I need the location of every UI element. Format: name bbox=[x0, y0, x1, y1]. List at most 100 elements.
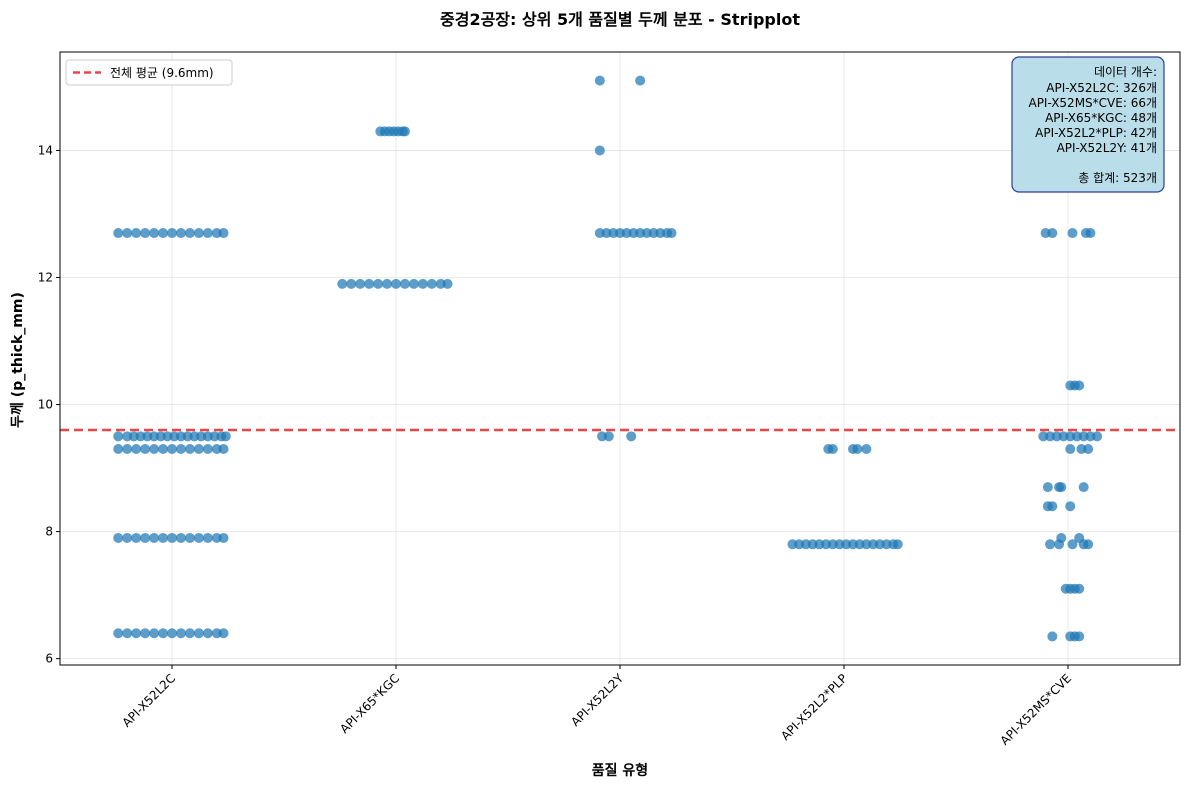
data-point bbox=[337, 278, 348, 289]
y-axis-label: 두께 (p_thick_mm) bbox=[10, 292, 26, 428]
grid-lines bbox=[60, 52, 1180, 665]
data-point bbox=[220, 431, 231, 442]
data-point bbox=[391, 278, 401, 289]
data-point bbox=[175, 444, 186, 455]
info-line: API-X65*KGC: 48개 bbox=[1045, 111, 1157, 125]
x-tick-label: API-X52L2Y bbox=[568, 671, 626, 729]
data-point bbox=[1054, 539, 1065, 550]
data-point bbox=[1047, 228, 1058, 239]
data-point bbox=[184, 532, 195, 543]
data-count-box: 데이터 개수: API-X52L2C: 326개 API-X52MS*CVE: … bbox=[1011, 56, 1165, 193]
info-box-background bbox=[1011, 56, 1165, 193]
data-point bbox=[1074, 583, 1085, 594]
data-point bbox=[175, 228, 186, 239]
data-point bbox=[122, 532, 133, 543]
data-point bbox=[373, 278, 384, 289]
info-line: API-X52L2C: 326개 bbox=[1046, 81, 1157, 95]
data-point bbox=[417, 278, 428, 289]
data-point bbox=[202, 628, 213, 639]
legend: 전체 평균 (9.6mm) bbox=[65, 59, 233, 86]
data-point bbox=[122, 228, 133, 239]
data-point bbox=[1045, 539, 1056, 550]
x-tick-label: API-X52MS*CVE bbox=[997, 671, 1074, 748]
data-point bbox=[202, 532, 213, 543]
data-point bbox=[158, 532, 169, 543]
data-point bbox=[158, 228, 169, 239]
data-point bbox=[1065, 444, 1076, 455]
x-tick-label: API-X52L2*PLP bbox=[778, 671, 850, 743]
data-point bbox=[131, 228, 142, 239]
data-point bbox=[1047, 501, 1058, 512]
data-point bbox=[149, 532, 160, 543]
data-point bbox=[167, 532, 177, 543]
data-point bbox=[861, 444, 872, 455]
data-point bbox=[140, 228, 151, 239]
x-tick-label: API-X52L2C bbox=[119, 671, 178, 730]
data-point bbox=[113, 532, 124, 543]
data-point bbox=[355, 278, 366, 289]
data-point bbox=[167, 444, 177, 455]
data-point bbox=[122, 628, 133, 639]
data-point bbox=[346, 278, 357, 289]
data-point bbox=[140, 444, 151, 455]
data-point bbox=[626, 431, 637, 442]
y-tick-label: 12 bbox=[38, 271, 53, 285]
data-point bbox=[193, 532, 204, 543]
info-line: API-X52MS*CVE: 66개 bbox=[1028, 96, 1157, 110]
data-point bbox=[827, 444, 838, 455]
x-axis-label: 품질 유형 bbox=[592, 762, 648, 779]
data-point bbox=[140, 532, 151, 543]
data-point bbox=[1067, 539, 1078, 550]
data-point bbox=[184, 228, 195, 239]
data-point bbox=[202, 228, 213, 239]
data-point bbox=[1056, 482, 1067, 493]
data-point bbox=[218, 532, 229, 543]
data-point bbox=[382, 278, 393, 289]
y-tick-label: 10 bbox=[38, 398, 53, 412]
y-tick-label: 6 bbox=[45, 652, 53, 666]
data-point bbox=[140, 628, 151, 639]
legend-box bbox=[65, 59, 233, 86]
data-point bbox=[408, 278, 419, 289]
data-point bbox=[149, 628, 160, 639]
info-line: API-X52L2Y: 41개 bbox=[1057, 141, 1157, 155]
data-point bbox=[1092, 431, 1103, 442]
data-point bbox=[1047, 631, 1058, 642]
data-point bbox=[218, 444, 229, 455]
data-point bbox=[113, 444, 124, 455]
data-point bbox=[193, 444, 204, 455]
data-point bbox=[852, 444, 863, 455]
data-point bbox=[158, 444, 169, 455]
info-line: API-X52L2*PLP: 42개 bbox=[1035, 126, 1157, 140]
y-tick-label: 14 bbox=[38, 143, 53, 157]
data-point bbox=[175, 628, 186, 639]
data-point bbox=[1083, 539, 1094, 550]
data-point bbox=[149, 228, 160, 239]
y-axis-ticks: 6 8 10 12 14 bbox=[38, 143, 60, 666]
data-point bbox=[193, 228, 204, 239]
data-point bbox=[131, 444, 142, 455]
data-point bbox=[364, 278, 375, 289]
data-point bbox=[158, 628, 169, 639]
data-point bbox=[594, 145, 605, 156]
data-point bbox=[1042, 482, 1053, 493]
data-point bbox=[184, 628, 195, 639]
data-point bbox=[202, 444, 213, 455]
data-point bbox=[1083, 444, 1094, 455]
data-point bbox=[131, 628, 142, 639]
data-point bbox=[193, 628, 204, 639]
y-tick-label: 8 bbox=[45, 525, 53, 539]
data-point bbox=[122, 444, 133, 455]
data-point bbox=[399, 278, 410, 289]
data-point bbox=[603, 431, 614, 442]
data-point bbox=[167, 628, 177, 639]
data-point bbox=[149, 444, 160, 455]
info-total: 총 합계: 523개 bbox=[1078, 171, 1157, 185]
data-point bbox=[184, 444, 195, 455]
data-point bbox=[1067, 228, 1078, 239]
data-point bbox=[113, 431, 124, 442]
data-point bbox=[1078, 482, 1089, 493]
chart-title: 중경2공장: 상위 5개 품질별 두께 분포 - Stripplot bbox=[440, 10, 800, 29]
x-tick-label: API-X65*KGC bbox=[337, 671, 402, 736]
